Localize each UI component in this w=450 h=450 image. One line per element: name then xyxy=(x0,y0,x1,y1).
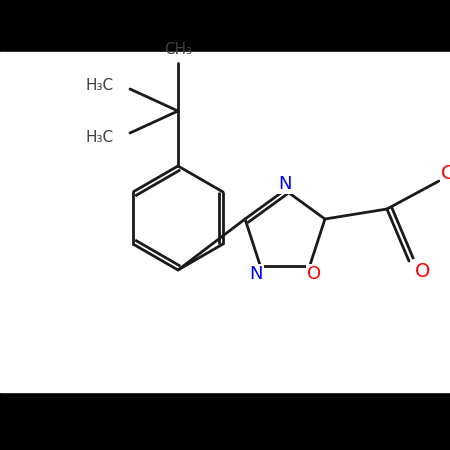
Text: O: O xyxy=(415,261,431,280)
Text: H₃C: H₃C xyxy=(86,77,114,93)
Text: O: O xyxy=(306,265,321,283)
Bar xyxy=(0,52,450,392)
Text: N: N xyxy=(278,175,292,193)
Text: O: O xyxy=(441,163,450,183)
Text: CH₃: CH₃ xyxy=(164,41,192,57)
Text: N: N xyxy=(250,265,263,283)
Text: H₃C: H₃C xyxy=(86,130,114,144)
